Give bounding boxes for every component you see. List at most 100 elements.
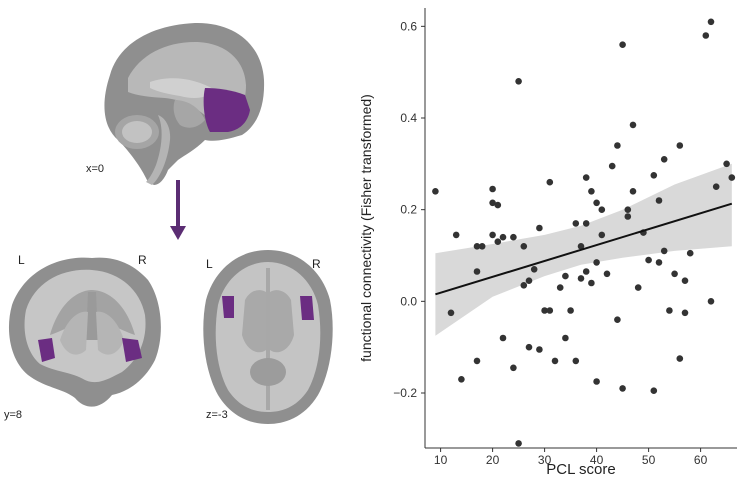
axial-coordinate-label: z=-3 xyxy=(206,409,228,421)
data-point xyxy=(582,174,590,181)
data-point xyxy=(676,142,684,149)
data-point xyxy=(432,188,439,195)
points-layer xyxy=(432,18,736,447)
data-point xyxy=(525,343,533,351)
down-arrow-icon xyxy=(170,180,186,240)
data-point xyxy=(593,199,600,207)
data-point xyxy=(619,385,626,392)
data-point xyxy=(499,233,507,241)
data-point xyxy=(598,206,606,213)
data-point xyxy=(588,279,595,287)
data-point xyxy=(588,188,595,195)
data-point xyxy=(572,220,580,227)
data-point xyxy=(577,243,585,250)
data-point xyxy=(520,243,528,250)
x-tick-label: 40 xyxy=(590,453,604,467)
data-point xyxy=(598,231,606,239)
data-point xyxy=(681,277,689,285)
data-point xyxy=(562,334,569,342)
data-point xyxy=(614,316,621,324)
data-point xyxy=(567,307,574,314)
data-point xyxy=(536,346,543,353)
data-point xyxy=(660,156,668,163)
data-point xyxy=(655,259,663,266)
axial-brain-slice xyxy=(203,250,333,424)
data-point xyxy=(593,259,600,266)
data-point xyxy=(702,32,710,39)
y-tick-label: −0.2 xyxy=(393,386,417,400)
coronal-right-label: R xyxy=(138,253,147,267)
data-point xyxy=(614,142,621,149)
x-tick-label: 30 xyxy=(538,453,552,467)
data-point xyxy=(593,378,600,385)
data-point xyxy=(510,364,517,372)
y-tick-label: 0.0 xyxy=(400,294,417,308)
data-point xyxy=(489,199,496,207)
data-point xyxy=(515,440,522,447)
x-tick-label: 10 xyxy=(434,453,448,467)
y-axis-label: functional connectivity (Fisher transfor… xyxy=(358,94,374,362)
data-point xyxy=(582,220,590,227)
data-point xyxy=(473,268,481,275)
data-point xyxy=(546,307,554,314)
x-tick-label: 50 xyxy=(642,453,656,467)
coronal-roi-right xyxy=(122,338,142,362)
data-point xyxy=(525,277,533,285)
data-point xyxy=(494,238,502,245)
data-point xyxy=(541,307,548,314)
data-point xyxy=(494,201,502,209)
x-axis-label: PCL score xyxy=(546,461,615,478)
data-point xyxy=(489,185,496,193)
data-point xyxy=(655,197,663,204)
data-point xyxy=(551,357,559,365)
regression-line xyxy=(435,202,733,296)
axial-roi-left xyxy=(222,296,234,318)
axial-roi-right xyxy=(300,296,314,320)
data-point xyxy=(634,284,642,291)
coronal-brain-slice xyxy=(8,257,161,407)
fit-line-layer xyxy=(435,202,733,296)
coronal-left-label: L xyxy=(18,253,25,267)
sagittal-brain-slice xyxy=(104,22,265,185)
data-point xyxy=(530,266,538,273)
data-point xyxy=(645,256,652,264)
data-point xyxy=(452,231,460,239)
axial-right-label: R xyxy=(312,257,321,271)
data-point xyxy=(447,309,455,317)
y-tick-label: 0.2 xyxy=(400,203,417,217)
data-point xyxy=(608,162,616,170)
data-point xyxy=(629,188,637,195)
data-point xyxy=(473,243,481,250)
data-point xyxy=(660,247,668,255)
axial-left-label: L xyxy=(206,257,213,271)
brain-figure-panel: x=0 L R y=8 xyxy=(0,0,340,480)
y-tick-label: 0.6 xyxy=(400,19,417,33)
data-point xyxy=(577,275,585,282)
axes-layer: 10 20 30 40 50 60 −0.2 0.0 0.2 0.4 0.6 xyxy=(393,8,737,467)
data-point xyxy=(650,387,658,395)
coronal-coordinate-label: y=8 xyxy=(4,409,22,421)
data-point xyxy=(478,243,486,250)
data-point xyxy=(603,270,611,278)
data-point xyxy=(499,334,507,342)
data-point xyxy=(707,298,715,305)
data-point xyxy=(629,121,637,129)
data-point xyxy=(536,224,543,232)
data-point xyxy=(515,78,522,85)
data-point xyxy=(458,376,465,383)
data-point xyxy=(681,309,689,317)
data-point xyxy=(510,233,517,241)
coronal-roi-left xyxy=(38,338,55,362)
data-point xyxy=(650,172,658,179)
sagittal-coordinate-label: x=0 xyxy=(86,163,104,175)
data-point xyxy=(686,249,694,257)
data-point xyxy=(624,206,632,213)
data-point xyxy=(582,268,590,275)
data-point xyxy=(666,307,673,314)
data-point xyxy=(489,231,496,239)
data-point xyxy=(619,41,626,48)
data-point xyxy=(723,160,730,168)
data-point xyxy=(712,183,720,190)
y-tick-label: 0.4 xyxy=(400,111,417,125)
data-point xyxy=(707,18,715,26)
